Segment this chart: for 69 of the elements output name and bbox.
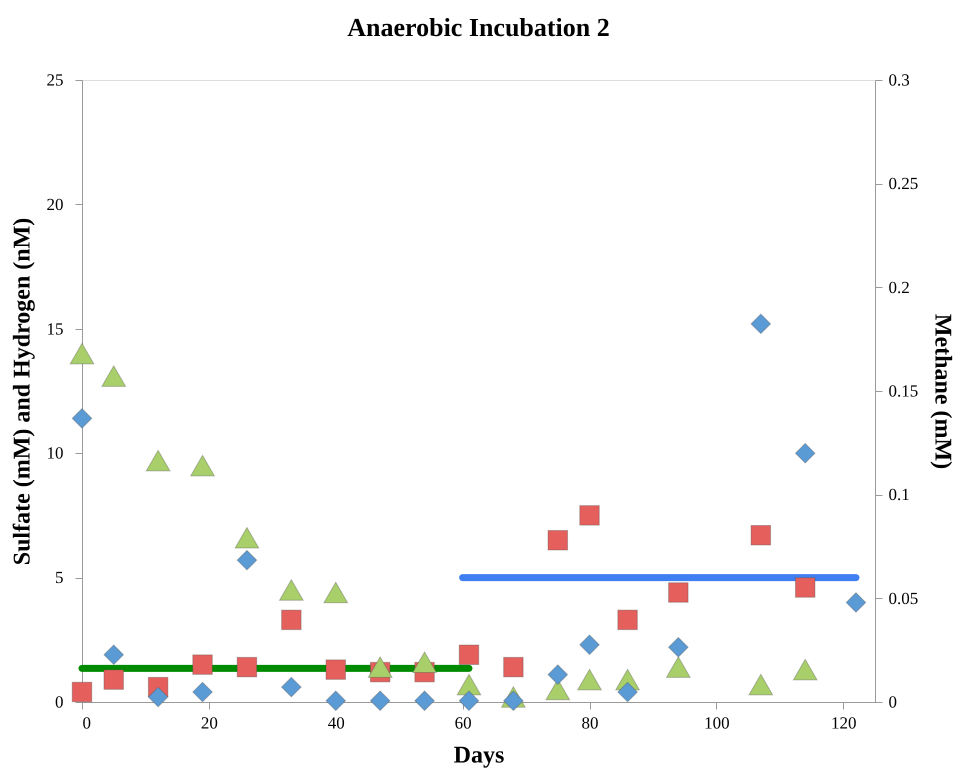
y2-tick-label: 0.25 [888, 174, 918, 194]
y2-tick-label: 0.2 [888, 278, 910, 297]
y2-tick-label: 0.05 [888, 588, 918, 608]
y2-axis-title: Methane (mM) [929, 314, 956, 470]
point [668, 582, 689, 603]
point [794, 577, 816, 598]
y2-tick-label: 0.3 [888, 70, 910, 90]
y-tick-label: 15 [46, 319, 64, 338]
point [617, 610, 638, 630]
point [456, 674, 482, 696]
point [190, 454, 215, 476]
point [748, 674, 774, 696]
point [103, 669, 124, 690]
point [326, 690, 346, 712]
chart-title: Anaerobic Incubation 2 [347, 13, 610, 42]
point [279, 579, 304, 601]
point [794, 442, 816, 464]
point [668, 637, 689, 658]
y-tick-label: 0 [55, 692, 64, 712]
y2-tick-label: 0.1 [888, 485, 910, 504]
point [281, 610, 302, 630]
y-axis-title: Sulfate (mM) and Hydrogen (nM) [10, 218, 36, 566]
x-tick-label: 0 [82, 714, 91, 732]
point [72, 682, 92, 702]
point [368, 656, 392, 678]
point [192, 682, 213, 702]
x-tick-label: 60 [454, 714, 472, 732]
x-tick-label: 120 [831, 714, 857, 732]
x-tick-label: 100 [704, 714, 730, 732]
point [579, 505, 600, 526]
point [148, 686, 168, 708]
point [236, 550, 258, 570]
point [370, 690, 390, 712]
y-tick-label: 5 [55, 568, 64, 588]
point [846, 592, 866, 613]
point [548, 664, 568, 685]
x-tick-label: 40 [328, 714, 345, 732]
point [234, 527, 260, 549]
point [412, 651, 437, 673]
point [414, 690, 435, 712]
point [579, 634, 600, 656]
point [792, 658, 818, 680]
point [236, 656, 258, 678]
point [750, 314, 772, 334]
point [323, 582, 348, 604]
point [70, 342, 94, 364]
point [458, 690, 480, 712]
point [281, 676, 302, 698]
x-axis-title: Days [454, 742, 504, 768]
point [750, 525, 772, 546]
y-tick-label: 20 [46, 194, 64, 214]
point [617, 682, 638, 702]
point [146, 450, 170, 472]
y-tick-label: 25 [46, 70, 64, 90]
point [548, 530, 568, 551]
x-tick-label: 20 [200, 714, 218, 732]
y2-tick-label: 0.15 [888, 382, 918, 400]
point [666, 656, 691, 678]
point [577, 668, 602, 690]
point [101, 365, 126, 387]
y2-tick-label: 0 [888, 692, 897, 712]
point [103, 644, 124, 665]
point [503, 656, 524, 678]
point [192, 654, 213, 675]
x-tick-label: 80 [582, 714, 599, 732]
point [458, 644, 480, 665]
y-tick-label: 10 [46, 444, 64, 463]
point [72, 408, 92, 429]
point [326, 659, 346, 680]
